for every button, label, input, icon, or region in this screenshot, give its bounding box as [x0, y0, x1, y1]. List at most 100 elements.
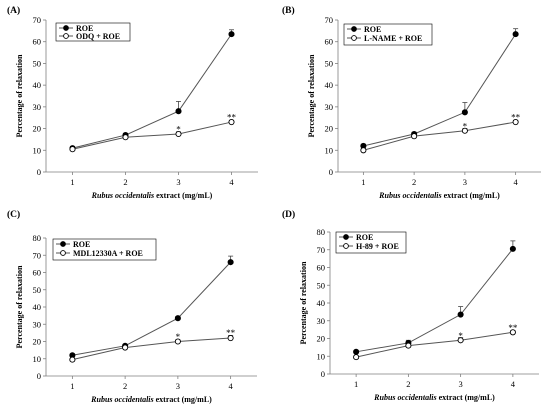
series-treatment-point [122, 344, 129, 351]
series-treatment-point [227, 334, 234, 342]
series-roe-point [175, 108, 182, 115]
y-tick-label: 0 [329, 167, 333, 177]
y-tick-label: 30 [33, 102, 42, 112]
x-tick-label: 1 [70, 381, 74, 391]
x-tick-label: 1 [354, 379, 358, 389]
legend-marker [351, 35, 357, 41]
significance-marker: * [463, 121, 468, 131]
y-tick-label: 60 [33, 268, 42, 278]
series-treatment-line [356, 331, 513, 358]
y-tick-label: 40 [317, 298, 326, 308]
y-tick-label: 60 [317, 263, 326, 273]
y-tick-label: 40 [325, 80, 334, 90]
legend-box [55, 22, 131, 42]
series-treatment-point [122, 134, 129, 141]
panel-label: (D) [282, 209, 295, 220]
series-treatment-point [174, 338, 181, 345]
y-tick-label: 0 [321, 369, 325, 379]
series-roe-point [228, 31, 235, 38]
y-tick-label: 20 [325, 124, 334, 134]
y-tick-label: 50 [325, 58, 334, 68]
y-tick-label: 70 [33, 250, 42, 260]
x-tick-label: 4 [511, 379, 516, 389]
y-tick-label: 40 [33, 80, 42, 90]
x-tick-label: 4 [514, 177, 519, 187]
y-tick-label: 70 [317, 245, 326, 255]
x-tick-label: 3 [176, 177, 180, 187]
x-tick-label: 2 [123, 381, 127, 391]
series-treatment-point [405, 342, 412, 349]
y-axis-title: Percentage of relaxation [15, 54, 24, 137]
y-tick-label: 0 [37, 371, 41, 381]
y-tick-label: 70 [325, 15, 334, 25]
series-roe-point [174, 315, 181, 322]
x-axis-title: Rubus occidentalis extract (mg/mL) [90, 395, 212, 404]
x-tick-label: 4 [229, 177, 234, 187]
significance-marker: ** [226, 328, 236, 338]
x-axis-title-rest: extract (mg/mL) [442, 191, 501, 200]
series-treatment-point [512, 119, 519, 126]
y-tick-label: 10 [33, 145, 42, 155]
y-tick-label: 80 [33, 233, 42, 243]
chart-panel-b: (B) 0 10 20 30 40 50 60 70 1 2 3 4 Percentage of rela… [275, 0, 550, 204]
legend-marker [60, 241, 66, 247]
legend-box [52, 238, 157, 261]
legend-label: ODQ + ROE [76, 32, 120, 41]
legend-marker [351, 26, 357, 32]
y-tick-label: 10 [33, 354, 42, 364]
x-tick-label: 3 [463, 177, 467, 187]
chart-svg-b: (B) 0 10 20 30 40 50 60 70 1 2 3 4 Percentage of rela… [282, 5, 541, 200]
legend-marker [343, 234, 349, 240]
legend-marker [63, 25, 69, 31]
legend-label: ROE [356, 233, 373, 242]
x-axis-title-italic: Rubus occidentalis [91, 191, 154, 200]
series-roe-point [509, 245, 516, 252]
series-treatment-line [363, 121, 516, 151]
legend-label: ROE [73, 240, 90, 249]
legend-label: MDL12330A + ROE [73, 249, 143, 258]
series-roe-line [72, 33, 232, 149]
panel-label: (C) [7, 209, 20, 220]
significance-marker: ** [508, 323, 518, 333]
panel-label: (B) [282, 5, 295, 16]
chart-svg-c: (C) 0 10 20 30 40 50 60 70 80 1 2 3 4 Percentage of re… [7, 209, 257, 404]
legend-marker [60, 250, 66, 256]
y-tick-label: 0 [37, 167, 41, 177]
y-tick-label: 60 [325, 37, 334, 47]
series-treatment-point [69, 146, 76, 153]
x-axis-title-rest: extract (mg/mL) [154, 395, 213, 404]
x-tick-label: 3 [176, 381, 180, 391]
x-axis-title: Rubus occidentalis extract (mg/mL) [91, 191, 213, 200]
chart-panel-d: (D) 0 10 20 30 40 50 60 70 80 1 2 3 4 Percentage of re… [275, 204, 550, 408]
x-axis-title-rest: extract (mg/mL) [154, 191, 213, 200]
y-axis-title: Percentage of relaxation [15, 265, 24, 348]
series-treatment-point [175, 130, 182, 138]
x-axis-title-italic: Rubus occidentalis [373, 393, 436, 402]
legend-label: ROE [76, 24, 93, 33]
legend-box [343, 23, 433, 46]
y-tick-label: 70 [33, 15, 42, 25]
chart-panel-c: (C) 0 10 20 30 40 50 60 70 80 1 2 3 4 Percentage of re… [0, 204, 275, 408]
series-treatment-line [72, 121, 232, 150]
x-tick-label: 2 [406, 379, 410, 389]
series-roe-point [461, 109, 468, 116]
panel-label: (A) [7, 5, 20, 16]
series-roe-line [363, 33, 517, 147]
y-tick-label: 30 [317, 316, 326, 326]
series-treatment-point [457, 337, 464, 344]
x-tick-label: 2 [412, 177, 416, 187]
series-roe-point [457, 311, 464, 318]
significance-marker: * [176, 332, 181, 342]
x-axis-title-rest: extract (mg/mL) [437, 393, 496, 402]
x-tick-label: 3 [459, 379, 463, 389]
y-tick-label: 40 [33, 302, 42, 312]
significance-marker: * [176, 125, 181, 135]
legend-box [335, 231, 407, 254]
series-roe-point [353, 348, 360, 355]
series-roe-line [356, 248, 514, 353]
x-axis-title: Rubus occidentalis extract (mg/mL) [373, 393, 495, 402]
y-tick-label: 20 [33, 337, 42, 347]
series-treatment-point [353, 354, 360, 361]
y-tick-label: 20 [33, 124, 42, 134]
series-treatment-point [411, 133, 418, 140]
